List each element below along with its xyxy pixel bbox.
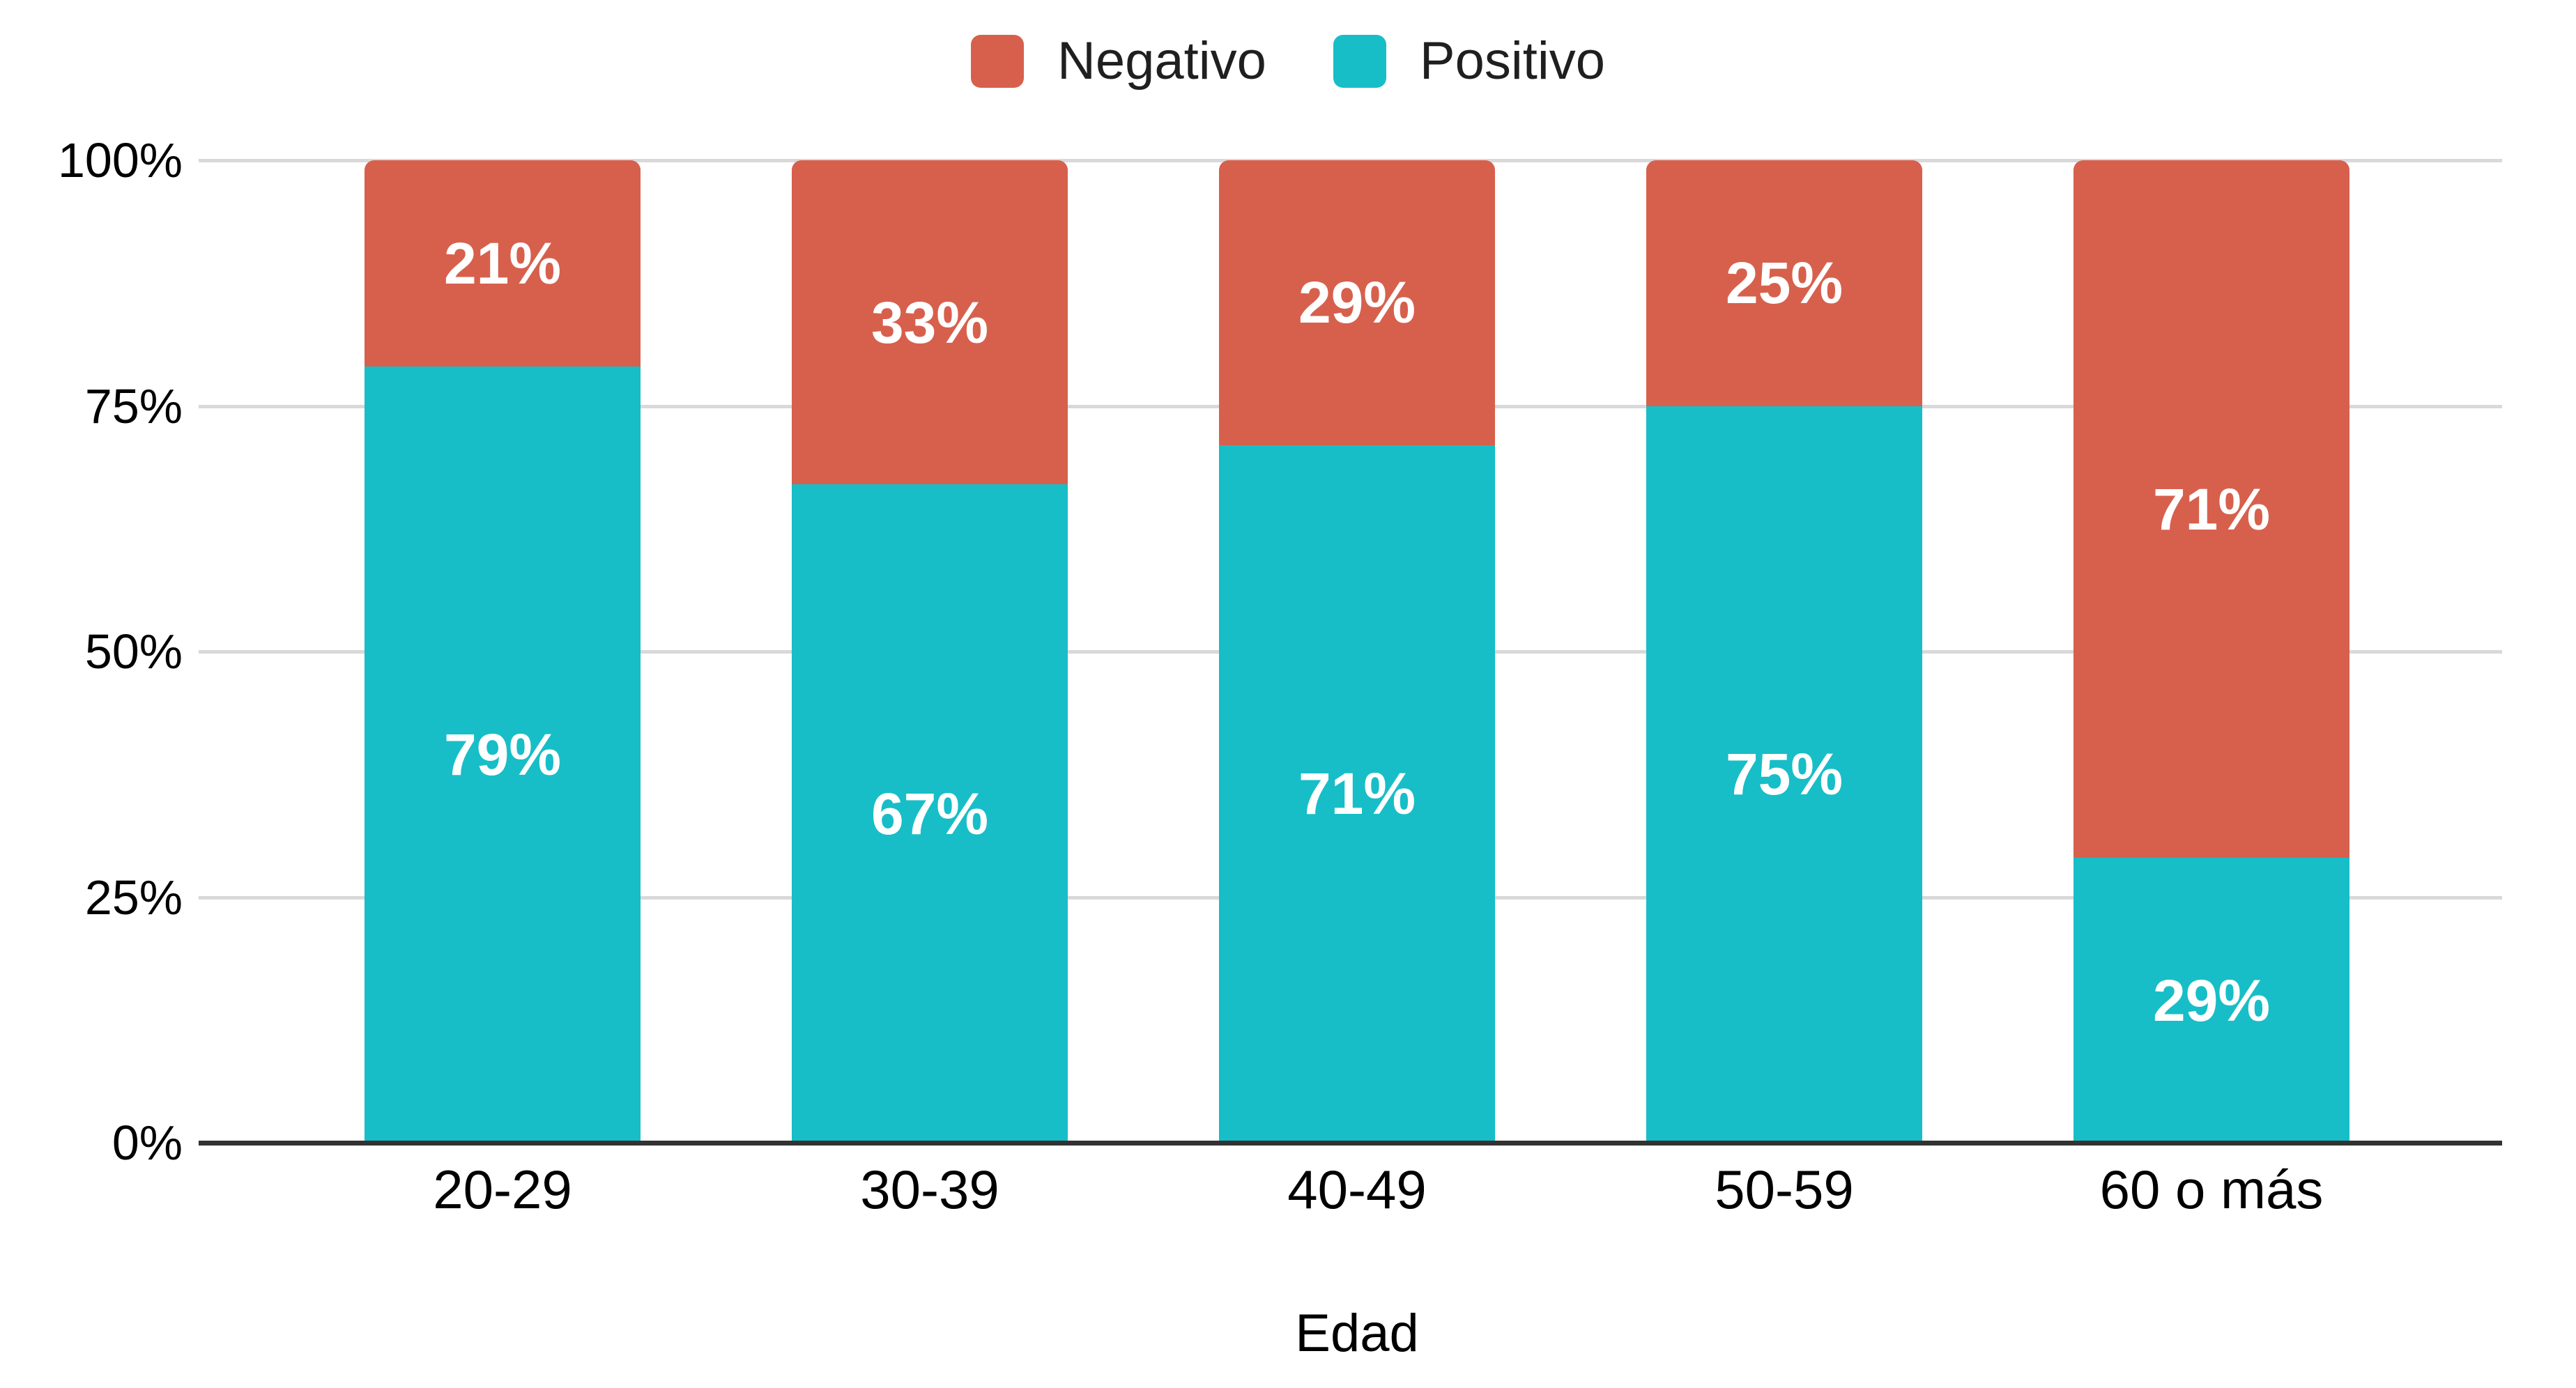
bar-value-label: 71% [2152,476,2271,542]
bar-segment-negativo: 71% [2073,160,2349,858]
bar-segment-positivo: 71% [1219,445,1495,1143]
bar-segment-positivo: 67% [792,484,1068,1143]
y-tick-label: 0% [112,1116,183,1170]
bar-segment-positivo: 79% [365,367,641,1143]
bar-value-label: 25% [1725,250,1843,316]
bar-30-39: 33% 67% 30-39 [792,160,1068,1217]
legend-swatch-icon [970,35,1024,88]
bar-segment-negativo: 21% [365,160,641,367]
plot-area: 100% 75% 50% 25% 0% 21% 79% 20-29 33% 67% 30-39 29%… [58,133,2502,1217]
bar-segment-positivo: 29% [2073,858,2349,1143]
legend-item-negativo: Negativo [970,31,1266,91]
x-tick-label: 60 o más [2099,1159,2324,1220]
bar-40-49: 29% 71% 40-49 [1219,160,1495,1217]
y-tick-label: 25% [84,870,183,925]
x-tick-label: 40-49 [1287,1159,1427,1220]
bar-50-59: 25% 75% 50-59 [1646,160,1922,1217]
bar-60-o-más: 71% 29% 60 o más [2073,160,2349,1217]
legend-label: Negativo [1057,31,1266,91]
bar-segment-positivo: 75% [1646,406,1922,1143]
bar-value-label: 29% [2152,967,2271,1033]
bar-value-label: 71% [1298,761,1416,827]
bar-segment-negativo: 29% [1219,160,1495,445]
legend-item-positivo: Positivo [1333,35,1605,88]
legend-swatch-icon [1333,35,1386,88]
bar-20-29: 21% 79% 20-29 [365,160,641,1217]
bar-value-label: 67% [871,780,989,847]
bar-value-label: 29% [1298,270,1416,336]
y-tick-label: 75% [84,378,183,433]
x-axis-line [199,1141,2502,1146]
bar-segment-negativo: 33% [792,160,1068,485]
y-tick-label: 50% [84,624,183,679]
x-tick-label: 50-59 [1715,1159,1854,1220]
y-tick-label: 100% [57,133,183,187]
x-axis-title: Edad [1295,1304,1419,1363]
legend: Negativo Positivo [0,0,2576,123]
bar-value-label: 79% [443,722,562,788]
bar-value-label: 21% [443,231,562,297]
bar-value-label: 75% [1725,741,1843,808]
bar-value-label: 33% [871,289,989,355]
x-tick-label: 20-29 [433,1159,572,1220]
x-tick-label: 30-39 [860,1159,999,1220]
bar-segment-negativo: 25% [1646,160,1922,406]
legend-label: Positivo [1419,31,1606,91]
